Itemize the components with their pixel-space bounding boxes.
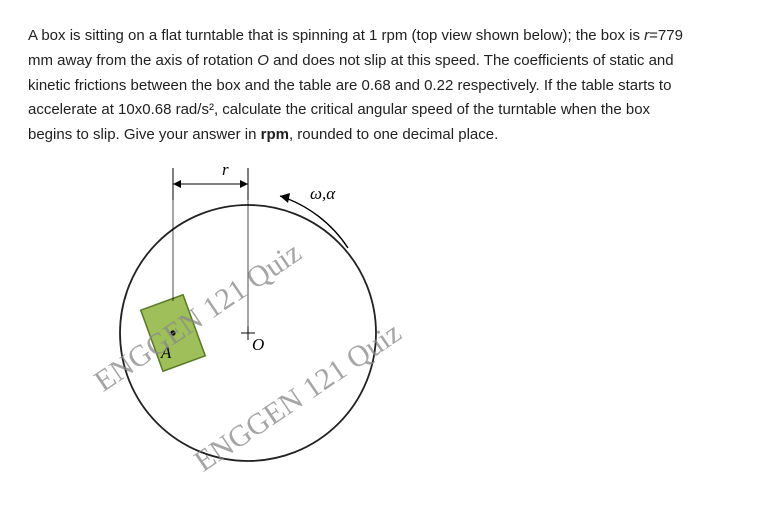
r-label: r <box>222 160 229 180</box>
diagram: r ω,α O A ENGGEN 121 Quiz ENGGEN 121 Qui… <box>88 158 468 498</box>
dim-arrow-right <box>240 180 248 188</box>
dim-arrow-left <box>173 180 181 188</box>
text-seg: and does not slip at this speed. The coe… <box>269 52 674 69</box>
var-O: O <box>257 52 269 69</box>
rotation-arrowhead <box>280 193 290 203</box>
box-A-label: A <box>161 343 171 363</box>
center-O-label: O <box>252 335 264 355</box>
text-seg: accelerate at 10x0.68 rad/s², calculate … <box>28 101 650 118</box>
omega-alpha-label: ω,α <box>310 184 335 204</box>
unit-rpm: rpm <box>261 126 289 143</box>
text-seg: , rounded to one decimal place. <box>289 126 498 143</box>
text-seg: A box is sitting on a flat turntable tha… <box>28 27 644 44</box>
text-seg: mm away from the axis of rotation <box>28 52 257 69</box>
diagram-svg <box>88 158 468 498</box>
box-group <box>141 295 206 371</box>
problem-statement: A box is sitting on a flat turntable tha… <box>28 24 750 148</box>
text-seg: kinetic frictions between the box and th… <box>28 77 671 94</box>
text-seg: begins to slip. Give your answer in <box>28 126 261 143</box>
text-seg: =779 <box>649 27 683 44</box>
